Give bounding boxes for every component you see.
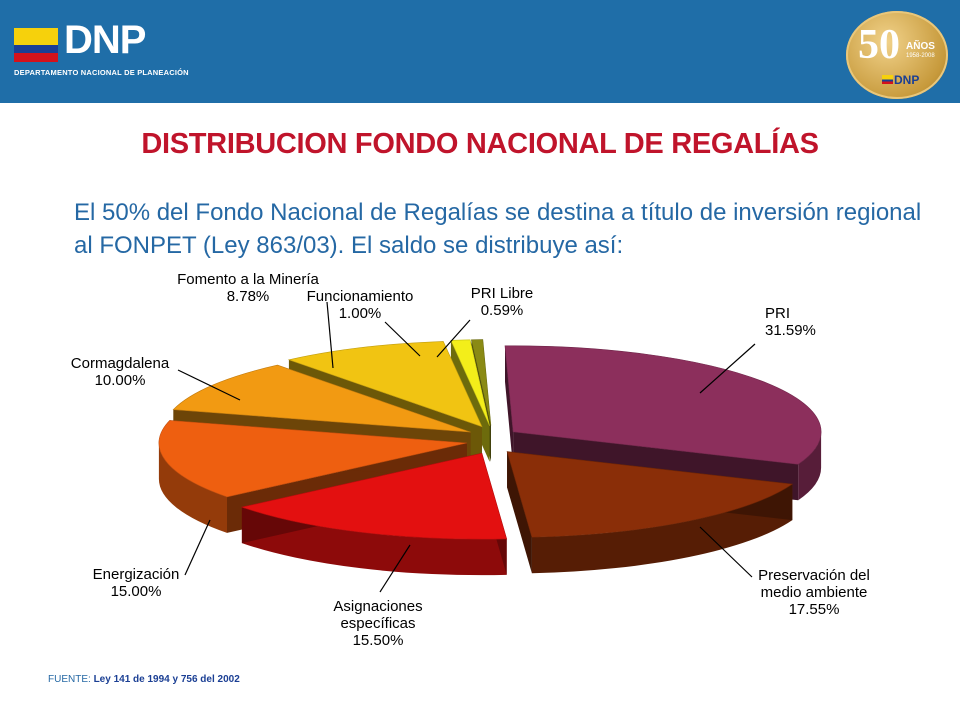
slice-top-3 xyxy=(158,420,467,498)
slice-label: Cormagdalena 10.00% xyxy=(71,355,170,389)
slice-label: PRI 31.59% xyxy=(765,305,816,339)
slice-top-4 xyxy=(172,364,471,433)
slice-top-6 xyxy=(450,339,490,426)
slice-outer-wall xyxy=(531,484,793,574)
slice-name-label: Preservación del xyxy=(758,567,870,584)
slice-label: Fomento a la Minería 8.78% xyxy=(177,271,319,305)
slice-label: Funcionamiento 1.00% xyxy=(307,288,414,322)
slice-value-label: 15.50% xyxy=(353,632,404,649)
slice-radial-wall xyxy=(505,345,514,468)
leader-line xyxy=(184,519,211,576)
seal-text: AÑOS xyxy=(906,41,935,52)
leader-line xyxy=(379,544,411,593)
page-title: DISTRIBUCION FONDO NACIONAL DE REGALÍAS xyxy=(141,128,819,160)
header-bar: DNP DEPARTAMENTO NACIONAL DE PLANEACIÓN … xyxy=(0,0,960,103)
source-note: FUENTE: Ley 141 de 1994 y 756 del 2002 xyxy=(48,674,240,685)
seal-logo: DNP xyxy=(894,73,920,87)
seal-flag-icon xyxy=(882,75,893,84)
slice-outer-wall xyxy=(798,431,822,501)
slice-value-label: 15.00% xyxy=(111,583,162,600)
pie-slice xyxy=(240,452,508,576)
slice-label: Asignaciones específicas 15.50% xyxy=(333,598,422,649)
slice-outer-wall xyxy=(241,507,507,576)
colombia-flag-icon xyxy=(14,28,58,62)
slice-name-label: Asignaciones xyxy=(333,598,422,615)
source-label: FUENTE: xyxy=(48,674,91,685)
anniversary-seal: 50 AÑOS 1958-2008 DNP xyxy=(846,11,948,99)
slice-name-label: Cormagdalena xyxy=(71,355,170,372)
slice-value-label: 17.55% xyxy=(789,601,840,618)
slice-name-label: medio ambiente xyxy=(761,584,868,601)
intro-text: El 50% del Fondo Nacional de Regalías se… xyxy=(74,199,922,259)
leader-line xyxy=(384,321,421,357)
leader-line xyxy=(326,301,334,369)
slice-name-label: Funcionamiento xyxy=(307,288,414,305)
slice-name-label: Energización xyxy=(93,566,180,583)
slice-name-label: específicas xyxy=(340,615,415,632)
leader-line xyxy=(177,369,241,401)
slice-top-0 xyxy=(504,345,822,465)
slice-value-label: 0.59% xyxy=(481,302,524,319)
slice-top-1 xyxy=(506,451,794,538)
leader-line xyxy=(699,343,756,394)
slice-outer-wall xyxy=(158,443,227,533)
slice-label: PRI Libre 0.59% xyxy=(471,285,534,319)
slice-top-2 xyxy=(240,452,508,540)
leader-line xyxy=(699,526,753,578)
seal-number: 50 xyxy=(858,22,900,68)
logo-subtitle: DEPARTAMENTO NACIONAL DE PLANEACIÓN xyxy=(14,68,189,77)
pie-slice xyxy=(506,451,794,574)
slice-name-label: Fomento a la Minería xyxy=(177,271,319,288)
slice-top-5 xyxy=(287,341,483,428)
seal-years: 1958-2008 xyxy=(906,53,935,59)
source-text: Ley 141 de 1994 y 756 del 2002 xyxy=(93,674,240,685)
slice-value-label: 31.59% xyxy=(765,322,816,339)
slice-label: Energización 15.00% xyxy=(93,566,180,600)
slice-label: Preservación del medio ambiente 17.55% xyxy=(758,567,870,618)
slice-name-label: PRI Libre xyxy=(471,285,534,302)
slice-value-label: 1.00% xyxy=(339,305,382,322)
slice-top-7 xyxy=(471,339,492,426)
slice-value-label: 8.78% xyxy=(227,288,270,305)
dnp-logo: DNP DEPARTAMENTO NACIONAL DE PLANEACIÓN xyxy=(14,18,189,80)
slice-radial-wall xyxy=(507,451,532,574)
slice-name-label: PRI xyxy=(765,305,790,322)
leader-line xyxy=(436,319,471,358)
slice-value-label: 10.00% xyxy=(95,372,146,389)
logo-text: DNP xyxy=(64,18,146,62)
